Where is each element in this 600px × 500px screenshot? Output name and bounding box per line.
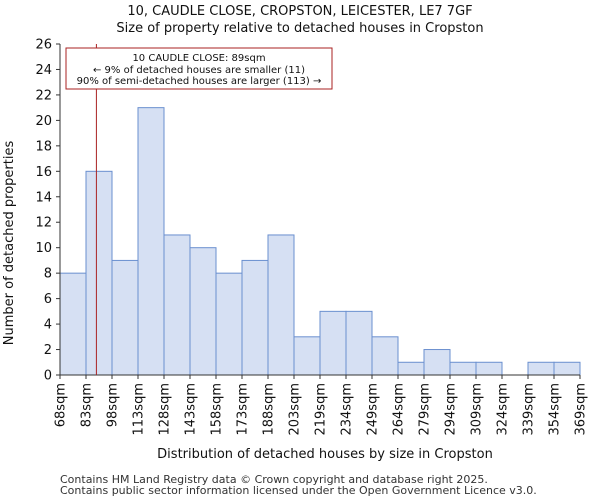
x-tick-label: 188sqm [262,383,277,436]
y-tick-label: 26 [35,38,52,53]
y-tick-label: 20 [35,114,52,129]
bar-173sqm [241,259,269,376]
y-tick-label: 6 [44,292,52,307]
annotation-line-2: ← 9% of detached houses are smaller (11) [93,65,305,76]
x-tick-label: 369sqm [574,383,589,436]
y-tick-label: 22 [35,88,52,103]
bar-188sqm [267,234,295,376]
y-tick-label: 2 [44,343,52,358]
footer-line-2: Contains public sector information licen… [60,484,537,497]
bar-113sqm [137,107,165,376]
x-tick-label: 324sqm [496,383,511,436]
bar-158sqm [215,272,243,376]
x-tick-label: 143sqm [184,383,199,436]
x-tick-label: 264sqm [392,383,407,436]
annotation-line-3: 90% of semi-detached houses are larger (… [77,76,322,87]
x-tick-label: 68sqm [54,383,69,427]
bar-354sqm [553,361,581,376]
bar-219sqm [319,310,347,376]
y-tick-label: 4 [44,318,52,333]
x-tick-label: 309sqm [470,383,485,436]
bar-279sqm [423,349,451,376]
bar-249sqm [371,336,399,376]
y-tick-label: 24 [35,63,52,78]
bar-309sqm [475,361,503,376]
x-tick-label: 173sqm [236,383,251,436]
x-tick-label: 219sqm [314,383,329,436]
bar-68sqm [59,272,87,376]
y-tick-label: 0 [44,369,52,384]
x-tick-label: 203sqm [288,383,303,436]
x-tick-label: 113sqm [132,383,147,436]
bar-203sqm [293,336,321,376]
x-tick-label: 128sqm [158,383,173,436]
x-tick-label: 98sqm [106,383,121,427]
bar-339sqm [527,361,555,376]
y-tick-label: 16 [35,165,52,180]
y-axis-label: Number of detached properties [2,141,17,346]
x-tick-label: 294sqm [444,383,459,436]
x-tick-label: 279sqm [418,383,433,436]
y-tick-label: 12 [35,216,52,231]
x-tick-label: 339sqm [522,383,537,436]
x-tick-label: 158sqm [210,383,225,436]
y-tick-label: 8 [44,267,52,282]
y-tick-label: 14 [35,190,52,205]
bar-128sqm [163,234,191,376]
x-tick-label: 83sqm [80,383,95,427]
chart-subtitle: Size of property relative to detached ho… [116,21,483,36]
chart-title: 10, CAUDLE CLOSE, CROPSTON, LEICESTER, L… [127,4,472,19]
footer-line-1: Contains HM Land Registry data © Crown c… [60,473,488,486]
bar-83sqm [85,170,113,376]
x-tick-label: 249sqm [366,383,381,436]
bar-294sqm [449,361,477,376]
bar-98sqm [111,259,139,376]
bar-264sqm [397,361,425,376]
x-axis-label: Distribution of detached houses by size … [157,447,493,462]
annotation-box [65,47,333,90]
bar-143sqm [189,247,217,376]
y-tick-label: 18 [35,139,52,154]
x-tick-label: 354sqm [548,383,563,436]
y-tick-label: 10 [35,241,52,256]
annotation-line-1: 10 CAUDLE CLOSE: 89sqm [132,53,265,64]
x-tick-label: 234sqm [340,383,355,436]
bar-234sqm [345,310,373,376]
